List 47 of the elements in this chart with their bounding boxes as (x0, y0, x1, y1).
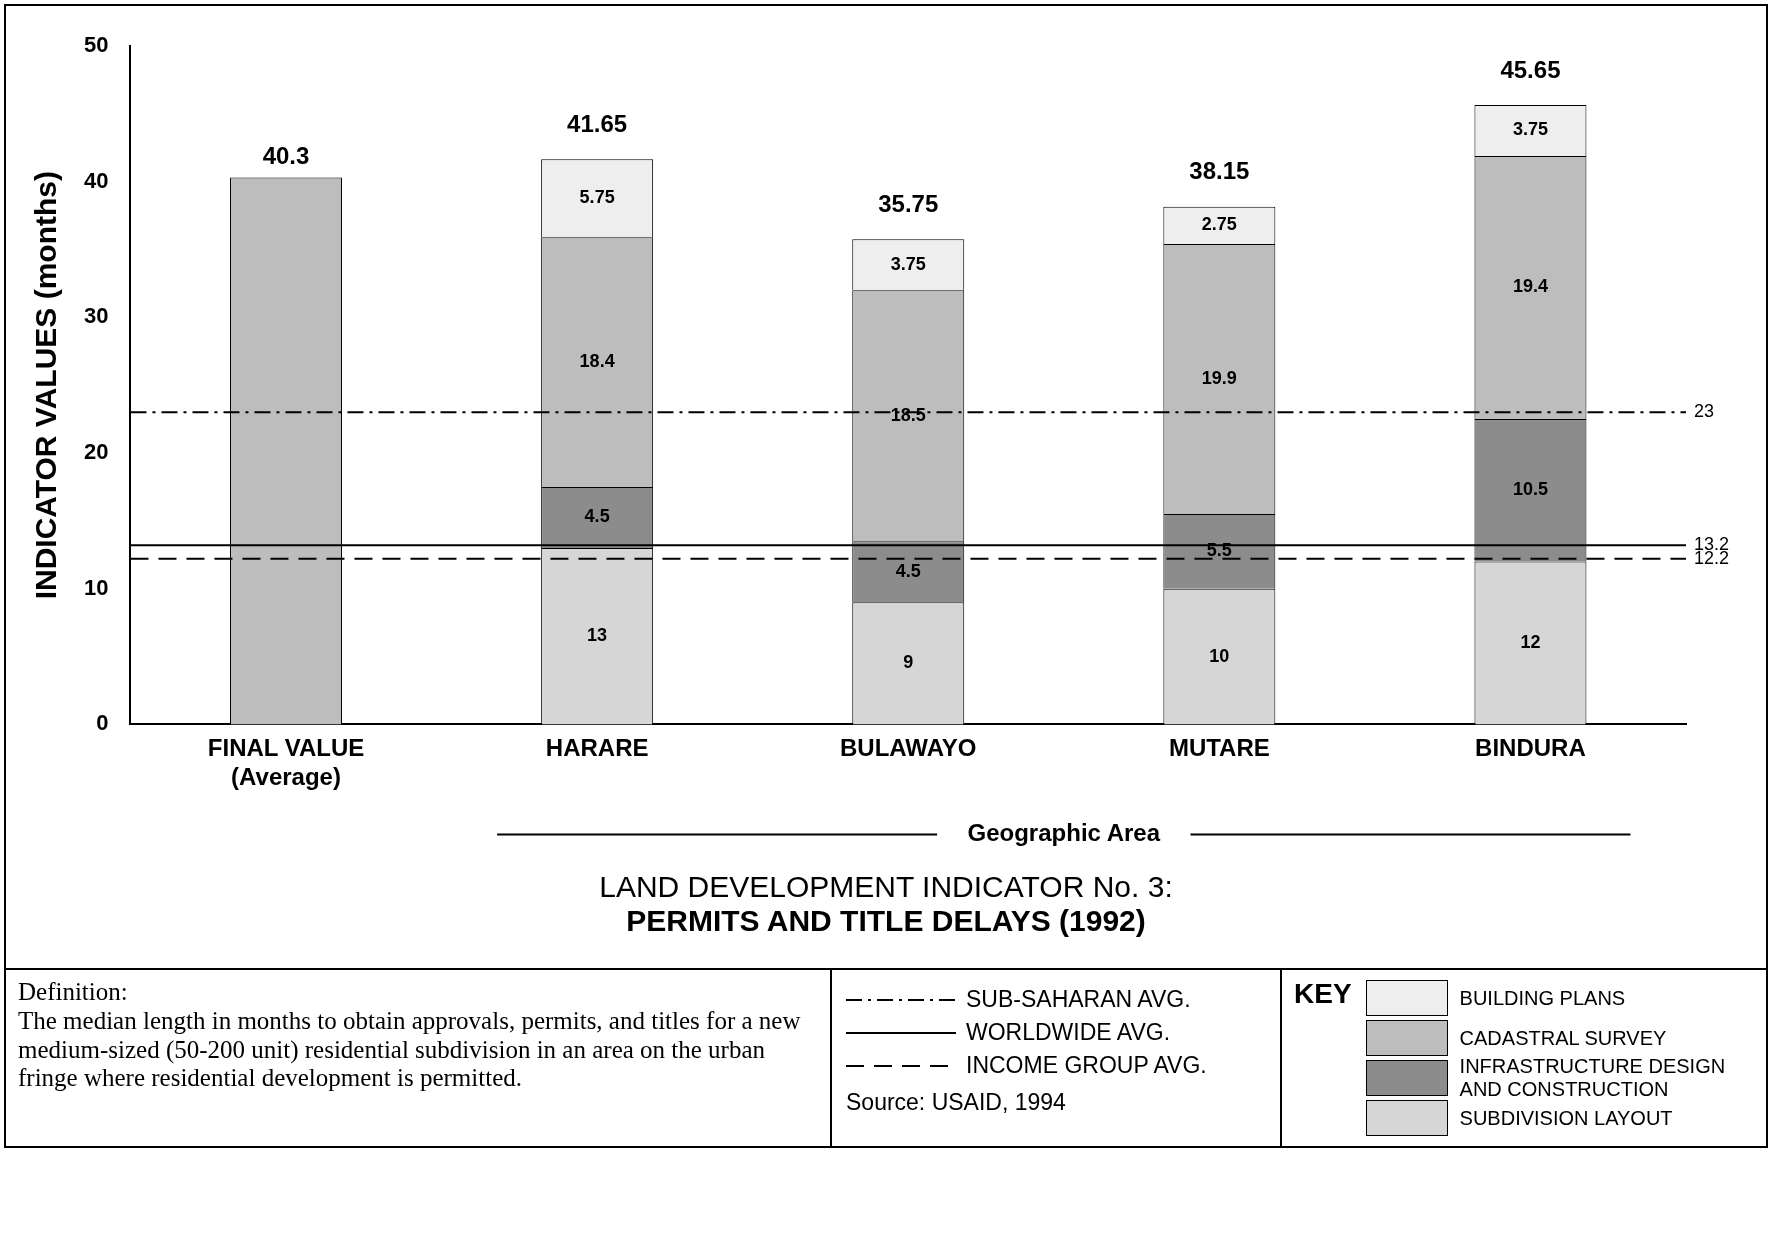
data-label: 18.5 (890, 404, 926, 425)
data-label: 19.9 (1201, 368, 1237, 389)
text: LAND DEVELOPMENT INDICATOR No. 3: (598, 870, 1174, 904)
data-label: 4.5 (895, 560, 921, 581)
data-label: 19.4 (1512, 276, 1548, 297)
data-label: 13 (587, 625, 608, 646)
x-tick-label: MUTARE (1168, 734, 1270, 762)
total-label: 35.75 (878, 189, 939, 217)
legend-label: CADASTRAL SURVEY (1459, 1026, 1667, 1050)
data-label: 5.75 (579, 187, 615, 208)
ref-line-label: 23 (1694, 401, 1715, 422)
data-label: 4.5 (584, 506, 610, 527)
data-label: 40.3 (262, 142, 310, 170)
y-tick-label: 50 (83, 32, 109, 58)
data-label: 12 (1520, 631, 1541, 652)
total-label: 41.65 (567, 109, 628, 137)
total-label: 45.65 (1500, 55, 1561, 83)
source-note: Source: USAID, 1994 (846, 1089, 1067, 1116)
legend-label: SUBDIVISION LAYOUT (1459, 1106, 1673, 1130)
x-tick-label: HARARE (545, 734, 649, 762)
total-label: 38.15 (1189, 157, 1250, 185)
data-label: 18.4 (579, 351, 615, 372)
data-label: 9 (903, 652, 914, 673)
data-label: 10 (1209, 645, 1230, 666)
text: Geographic Area (967, 819, 1161, 847)
x-tick-label: FINAL VALUE (Average) (207, 734, 365, 791)
y-axis-title: INDICATOR VALUES (months) (29, 171, 63, 600)
data-label: 3.75 (1512, 119, 1548, 140)
text: Definition: The median length in months to obtain approvals, permits, and titles for a new medium-sized (50-200 unit) residential subdivision in an area on the urban fringe where residential development is permitted. (6, 970, 832, 1146)
text: PERMITS AND TITLE DELAYS (1992) (625, 904, 1147, 938)
y-tick-label: 30 (83, 303, 109, 329)
data-label: 2.75 (1201, 214, 1237, 235)
x-tick-label: BINDURA (1475, 734, 1586, 762)
data-label: 10.5 (1512, 479, 1548, 500)
x-tick-label: BULAWAYO (840, 734, 977, 762)
text: SUB-SAHARAN AVG. (966, 986, 1191, 1013)
data-label: 3.75 (890, 253, 926, 274)
legend-title: KEY (1294, 978, 1352, 1011)
y-tick-label: 20 (83, 439, 109, 465)
data-label: 5.5 (1206, 540, 1232, 561)
y-tick-label: 10 (83, 574, 109, 600)
legend-label: INFRASTRUCTURE DESIGN AND CONSTRUCTION (1459, 1055, 1727, 1101)
text: INCOME GROUP AVG. (966, 1052, 1207, 1079)
y-tick-label: 40 (83, 167, 109, 193)
text: WORLDWIDE AVG. (966, 1019, 1171, 1046)
y-tick-label: 0 (96, 710, 109, 736)
legend-label: BUILDING PLANS (1459, 986, 1626, 1010)
